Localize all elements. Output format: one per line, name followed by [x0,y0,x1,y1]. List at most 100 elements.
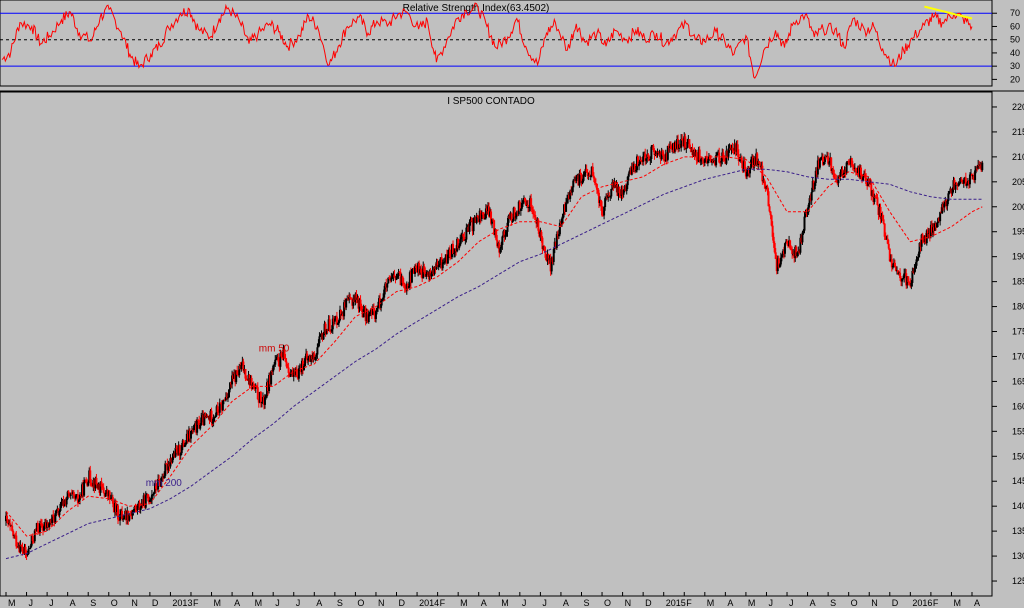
candle-body [682,140,685,147]
candle-body [458,245,461,249]
candle-body [766,186,769,192]
candle-body [622,189,625,195]
candle-body [584,168,587,173]
candle-body [144,495,147,508]
candle-body [957,182,960,187]
price-title: I SP500 CONTADO [447,96,535,107]
candle-body [353,299,356,303]
candle-body [675,141,678,149]
candle-body [788,240,791,247]
candle-body [500,244,503,249]
candle-body [272,365,275,372]
candle-body [327,319,330,331]
candle-body [136,505,139,511]
candle-body [426,271,429,274]
candle-body [943,203,946,208]
candle-body [131,511,134,516]
candle-body [657,151,660,153]
candle-body [213,417,216,419]
candle-body [12,530,15,536]
candle-body [680,138,683,148]
candle-body [548,258,551,260]
candle-body [777,258,780,268]
candle-body [511,220,514,222]
candle-body [481,212,484,215]
candle-body [543,246,546,251]
candle-body [740,157,743,164]
candle-body [693,150,696,157]
candle-body [228,389,231,398]
candle-body [256,387,259,400]
candle-body [323,323,326,334]
candle-body [803,216,806,231]
candle-body [149,499,152,501]
candle-body [475,215,478,223]
candle-body [514,216,517,218]
x-tick-label: N [131,598,138,608]
candle-body [647,154,650,158]
candle-body [846,160,849,163]
candle-body [257,399,260,403]
candle-body [631,167,634,170]
candle-body [580,174,583,184]
candle-body [465,227,468,240]
candle-body [418,263,421,274]
candle-body [593,178,596,184]
candle-body [347,298,350,300]
candle-body [857,167,860,177]
x-tick-label: J [275,598,280,608]
candle-body [273,364,276,366]
candle-body [870,182,873,196]
candle-body [448,249,451,258]
candle-body [63,500,66,507]
candle-body [6,515,9,520]
candle-body [652,145,655,150]
candle-body [780,255,783,258]
candle-body [760,165,763,168]
candle-body [132,510,135,512]
candle-body [550,258,553,272]
candle-body [973,175,976,181]
rsi-trendline [924,5,973,20]
candle-body [892,262,895,266]
candle-body [333,318,336,322]
candle-body [921,234,924,240]
candle-body [207,416,210,418]
candle-body [344,302,347,308]
candle-body [24,546,27,555]
candle-body [572,180,575,188]
x-tick-label: J [768,598,773,608]
candle-body [751,156,754,160]
candle-body [637,156,640,166]
candle-body [294,369,297,375]
candle-body [392,274,395,278]
candle-body [356,297,359,300]
candle-body [427,271,430,277]
x-tick-label: A [727,598,733,608]
candle-body [23,546,26,554]
candle-body [645,158,648,161]
x-tick-label: F [686,598,692,608]
candle-body [385,283,388,288]
candle-body [7,519,10,524]
candle-body [130,514,133,516]
candle-body [494,229,497,235]
candle-body [342,313,345,317]
candle-body [409,272,412,283]
candle-body [85,479,88,483]
candle-body [809,198,812,201]
candle-body [717,152,720,154]
candle-body [94,477,97,489]
price-tick-label: 2050 [1012,177,1024,187]
candle-body [230,382,233,385]
candle-body [771,225,774,237]
candle-body [671,143,674,150]
candle-body [341,313,344,315]
x-tick-label: J [789,598,794,608]
candle-body [623,186,626,190]
price-tick-label: 1700 [1012,351,1024,361]
candle-body [177,444,180,455]
candle-body [564,204,567,212]
candle-body [444,254,447,262]
candle-body [168,463,171,467]
